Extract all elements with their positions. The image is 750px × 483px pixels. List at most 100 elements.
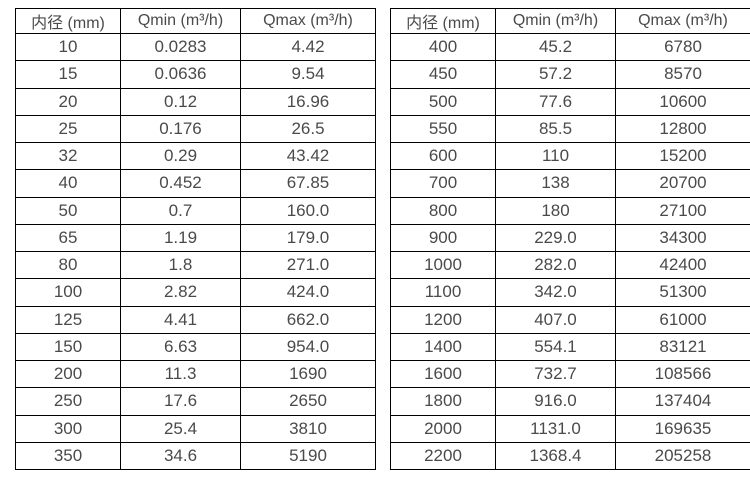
table-cell: 85.5 [495, 114, 616, 144]
table-row: 125 4.41 662.0 [15, 305, 376, 334]
table-cell: 32 [15, 141, 121, 171]
table-cell: 1400 [390, 332, 496, 362]
table-row: 1200 407.0 61000 [390, 305, 750, 334]
table-cell: 27100 [615, 196, 750, 225]
table-row: 100 2.82 424.0 [15, 278, 376, 307]
table-cell: 67.85 [240, 169, 376, 198]
flow-rate-table-dn10-350: 内径 (mm) Qmin (m³/h) Qmax (m³/h) 10 0.0283 4.4… [15, 8, 376, 471]
table-row: 10 0.0283 4.42 [15, 32, 376, 62]
table-cell: 137404 [615, 387, 750, 416]
column-header: Qmin (m³/h) [495, 8, 616, 34]
table-cell: 42400 [615, 250, 750, 280]
table-row: 900 229.0 34300 [390, 223, 750, 253]
table-cell: 4.41 [120, 305, 241, 334]
table-cell: 1600 [390, 359, 496, 389]
table-cell: 25.4 [120, 414, 241, 443]
table-row: 2000 1131.0 169635 [390, 414, 750, 443]
table-row: 15 0.0636 9.54 [15, 60, 376, 89]
table-cell: 300 [15, 414, 121, 443]
table-cell: 10 [15, 32, 121, 62]
table-cell: 100 [15, 278, 121, 307]
table-cell: 0.0636 [120, 60, 241, 89]
table-cell: 1.19 [120, 223, 241, 253]
column-header: Qmax (m³/h) [615, 8, 750, 34]
header-row: 内径 (mm) Qmin (m³/h) Qmax (m³/h) [15, 8, 376, 34]
table-cell: 2000 [390, 414, 496, 443]
table-cell: 1100 [390, 278, 496, 307]
table-row: 200 11.3 1690 [15, 359, 376, 389]
table-cell: 554.1 [495, 332, 616, 362]
table-cell: 169635 [615, 414, 750, 443]
table-cell: 1368.4 [495, 441, 616, 471]
table-row: 1800 916.0 137404 [390, 387, 750, 416]
table-cell: 282.0 [495, 250, 616, 280]
column-header: 内径 (mm) [15, 8, 121, 34]
table-row: 2200 1368.4 205258 [390, 441, 750, 471]
table-row: 300 25.4 3810 [15, 414, 376, 443]
table-cell: 11.3 [120, 359, 241, 389]
table-cell: 550 [390, 114, 496, 144]
table-cell: 600 [390, 141, 496, 171]
table-row: 32 0.29 43.42 [15, 141, 376, 171]
table-cell: 34.6 [120, 441, 241, 471]
table-cell: 6780 [615, 32, 750, 62]
table-cell: 4.42 [240, 32, 376, 62]
table-row: 250 17.6 2650 [15, 387, 376, 416]
table-cell: 0.452 [120, 169, 241, 198]
column-header: 内径 (mm) [390, 8, 496, 34]
table-row: 1000 282.0 42400 [390, 250, 750, 280]
table-row: 450 57.2 8570 [390, 60, 750, 89]
table-cell: 424.0 [240, 278, 376, 307]
table-row: 25 0.176 26.5 [15, 114, 376, 144]
table-cell: 26.5 [240, 114, 376, 144]
table-cell: 45.2 [495, 32, 616, 62]
table-cell: 180 [495, 196, 616, 225]
table-cell: 0.7 [120, 196, 241, 225]
table-cell: 5190 [240, 441, 376, 471]
table-row: 1400 554.1 83121 [390, 332, 750, 362]
table-cell: 916.0 [495, 387, 616, 416]
table-cell: 407.0 [495, 305, 616, 334]
table-cell: 0.12 [120, 87, 241, 116]
table-cell: 108566 [615, 359, 750, 389]
table-row: 50 0.7 160.0 [15, 196, 376, 225]
table-cell: 150 [15, 332, 121, 362]
table-cell: 57.2 [495, 60, 616, 89]
table-cell: 954.0 [240, 332, 376, 362]
table-row: 400 45.2 6780 [390, 32, 750, 62]
table-cell: 662.0 [240, 305, 376, 334]
table-cell: 160.0 [240, 196, 376, 225]
table-row: 700 138 20700 [390, 169, 750, 198]
table-cell: 9.54 [240, 60, 376, 89]
column-header: Qmax (m³/h) [240, 8, 376, 34]
table-cell: 800 [390, 196, 496, 225]
table-row: 500 77.6 10600 [390, 87, 750, 116]
table-cell: 51300 [615, 278, 750, 307]
table-cell: 1800 [390, 387, 496, 416]
table-cell: 700 [390, 169, 496, 198]
table-cell: 43.42 [240, 141, 376, 171]
table-row: 550 85.5 12800 [390, 114, 750, 144]
table-cell: 6.63 [120, 332, 241, 362]
table-cell: 34300 [615, 223, 750, 253]
table-cell: 179.0 [240, 223, 376, 253]
table-cell: 271.0 [240, 250, 376, 280]
table-cell: 1131.0 [495, 414, 616, 443]
table-cell: 125 [15, 305, 121, 334]
table-cell: 229.0 [495, 223, 616, 253]
header-row: 内径 (mm) Qmin (m³/h) Qmax (m³/h) [390, 8, 750, 34]
table-cell: 8570 [615, 60, 750, 89]
table-cell: 65 [15, 223, 121, 253]
table-cell: 3810 [240, 414, 376, 443]
table-cell: 61000 [615, 305, 750, 334]
table-cell: 1200 [390, 305, 496, 334]
table-row: 80 1.8 271.0 [15, 250, 376, 280]
table-cell: 83121 [615, 332, 750, 362]
table-cell: 0.29 [120, 141, 241, 171]
table-cell: 732.7 [495, 359, 616, 389]
table-cell: 0.176 [120, 114, 241, 144]
table-row: 20 0.12 16.96 [15, 87, 376, 116]
column-header: Qmin (m³/h) [120, 8, 241, 34]
table-cell: 400 [390, 32, 496, 62]
